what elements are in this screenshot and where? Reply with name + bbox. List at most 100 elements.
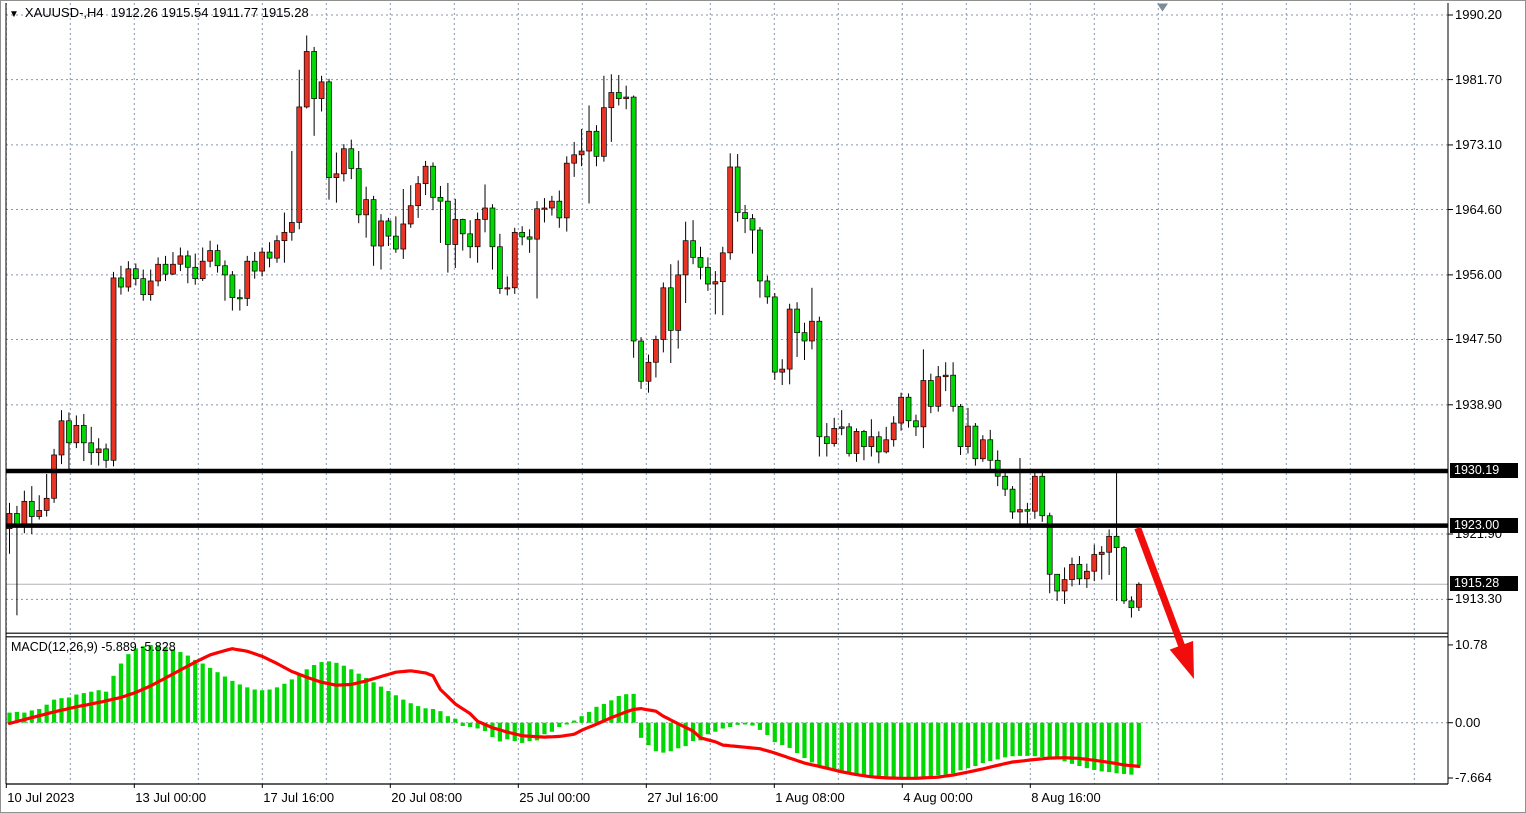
- candle-body: [1054, 573, 1060, 592]
- macd-histogram-bar: [341, 665, 346, 723]
- candle-body: [987, 439, 994, 461]
- macd-histogram-bar: [891, 722, 896, 778]
- macd-axis-label: 0.00: [1455, 714, 1481, 730]
- macd-histogram-bar: [921, 722, 926, 777]
- candle-body: [445, 200, 451, 245]
- candle-body: [222, 265, 228, 276]
- candle-body: [58, 420, 65, 456]
- macd-histogram-bar: [817, 722, 822, 766]
- candle-body: [965, 425, 971, 447]
- macd-histogram-bar: [854, 722, 859, 776]
- candle-body: [140, 278, 147, 295]
- macd-histogram-bar: [527, 722, 532, 742]
- macd-histogram-bar: [609, 700, 614, 723]
- candle-body: [653, 339, 659, 363]
- candle-body: [378, 220, 384, 247]
- candle-body: [118, 277, 124, 288]
- candle-body: [1121, 547, 1127, 602]
- candle-body: [890, 422, 897, 441]
- candle-body: [28, 500, 35, 517]
- candle-body: [615, 92, 622, 99]
- candle-body: [459, 219, 466, 235]
- time-axis-label: 8 Aug 16:00: [1031, 790, 1101, 805]
- candle-body: [979, 439, 986, 460]
- macd-histogram-bar: [14, 711, 20, 723]
- symbol-dropdown-icon[interactable]: ▼: [9, 9, 19, 20]
- macd-histogram-bar: [564, 722, 569, 725]
- candle-body: [957, 405, 964, 447]
- candle-body: [816, 320, 823, 438]
- candle-body: [385, 220, 392, 237]
- macd-histogram-bar: [468, 722, 473, 728]
- macd-histogram-bar: [230, 680, 235, 723]
- candle-body: [920, 380, 927, 428]
- down-arrow-annotation[interactable]: [1134, 526, 1194, 679]
- candle-body: [355, 168, 362, 216]
- candle-body: [727, 166, 734, 254]
- macd-histogram-bar: [482, 722, 488, 731]
- macd-histogram-bar: [185, 655, 190, 723]
- arrow-head: [1169, 640, 1194, 679]
- macd-histogram-bar: [103, 691, 109, 723]
- macd-histogram-bar: [215, 672, 220, 723]
- macd-histogram-bar: [579, 716, 584, 723]
- price-axis-label: 1956.00: [1455, 266, 1502, 282]
- macd-histogram-bar: [572, 720, 577, 723]
- macd-histogram-bar: [601, 703, 606, 723]
- price-level-badge: 1930.19: [1450, 463, 1518, 478]
- macd-histogram-bar: [364, 677, 369, 723]
- macd-histogram-bar: [1062, 722, 1067, 762]
- macd-histogram-bar: [728, 722, 733, 728]
- macd-histogram-bar: [780, 722, 785, 746]
- candle-body: [623, 96, 630, 99]
- macd-histogram-bar: [282, 683, 287, 723]
- macd-histogram-bar: [884, 722, 889, 778]
- candle-body: [125, 268, 132, 288]
- candle-body: [393, 235, 399, 250]
- candle-body: [437, 197, 444, 202]
- candle-body: [400, 223, 407, 250]
- candle-body: [883, 439, 890, 453]
- macd-histogram-bar: [757, 722, 763, 730]
- macd-histogram-bar: [490, 722, 495, 738]
- arrow-shaft: [1134, 526, 1187, 651]
- macd-histogram-bar: [735, 722, 740, 725]
- candle-body: [719, 252, 726, 283]
- macd-histogram-bar: [438, 711, 443, 723]
- macd-histogram-bar: [787, 722, 792, 748]
- candle-body: [110, 277, 117, 461]
- chart-shift-marker-icon: [1157, 3, 1168, 12]
- candle-body: [1009, 488, 1016, 513]
- candle-body: [51, 454, 57, 499]
- candle-body: [667, 287, 674, 331]
- chart-title: XAUUSD-,H4 1912.26 1915.54 1911.77 1915.…: [24, 5, 309, 20]
- candle-body: [422, 165, 429, 185]
- candle-body: [36, 510, 43, 517]
- candle-body: [1076, 564, 1083, 580]
- candle-body: [601, 107, 607, 157]
- macd-histogram-bar: [356, 673, 361, 723]
- macd-histogram-bar: [453, 718, 458, 723]
- macd-histogram-bar: [586, 711, 592, 723]
- macd-histogram-bar: [750, 722, 755, 726]
- macd-histogram-bar: [1010, 722, 1015, 757]
- candle-body: [132, 268, 139, 280]
- macd-histogram-bar: [319, 662, 324, 723]
- macd-histogram-bar: [326, 661, 332, 723]
- candle-body: [1031, 475, 1038, 512]
- macd-histogram-bar: [89, 691, 94, 723]
- macd-histogram-bar: [1069, 722, 1075, 764]
- macd-histogram-bar: [534, 722, 540, 741]
- macd-histogram-bar: [1136, 722, 1141, 766]
- candle-body: [556, 200, 563, 219]
- candle-body: [162, 263, 169, 275]
- macd-histogram-bar: [809, 722, 815, 763]
- candle-body: [1128, 600, 1135, 609]
- candle-body: [311, 51, 317, 99]
- candle-body: [927, 380, 934, 407]
- candle-body: [348, 148, 355, 169]
- time-axis-label: 4 Aug 00:00: [903, 790, 973, 805]
- candle-body: [853, 431, 860, 454]
- macd-histogram-bar: [297, 674, 302, 723]
